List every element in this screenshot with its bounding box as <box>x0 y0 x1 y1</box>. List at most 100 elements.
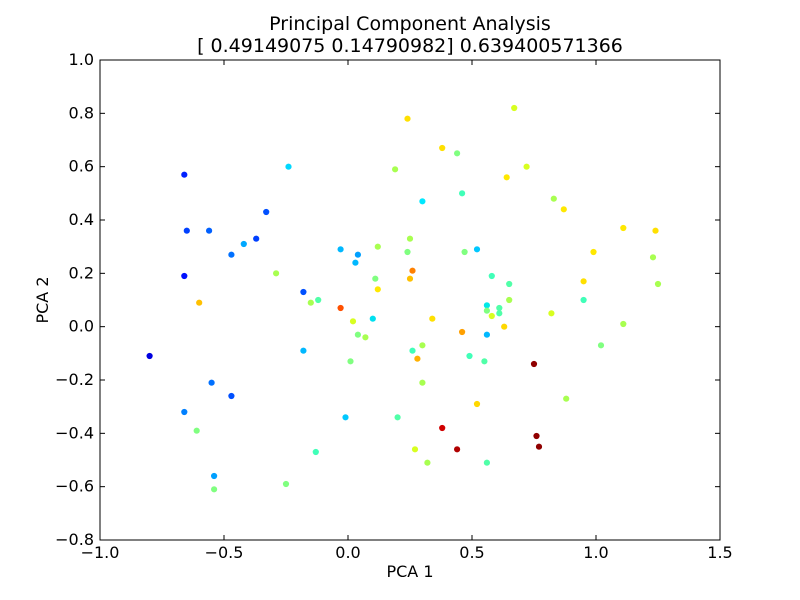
data-point-2 <box>183 227 190 234</box>
data-point-5 <box>228 251 235 258</box>
data-points <box>146 104 662 493</box>
data-point-89 <box>620 320 627 328</box>
data-point-35 <box>347 358 354 365</box>
data-point-44 <box>419 198 426 205</box>
data-point-10 <box>273 270 280 277</box>
data-point-73 <box>506 296 513 304</box>
data-point-67 <box>488 272 495 280</box>
data-point-27 <box>337 304 344 312</box>
data-point-90 <box>649 254 657 261</box>
data-point-21 <box>282 480 290 488</box>
data-point-24 <box>337 246 344 253</box>
data-point-11 <box>300 288 307 296</box>
data-point-36 <box>342 414 349 421</box>
chart-subtitle: [ 0.49149075 0.14790982] 0.639400571366 <box>197 35 623 57</box>
data-point-25 <box>352 259 359 266</box>
data-point-55 <box>459 328 466 336</box>
x-axis-label: PCA 1 <box>386 562 433 581</box>
data-point-52 <box>459 190 466 197</box>
data-point-77 <box>530 360 538 368</box>
data-point-59 <box>454 446 461 453</box>
data-point-17 <box>181 408 188 416</box>
y-tick-label-4: 0.0 <box>69 317 94 336</box>
y-tick-label-0: −0.8 <box>55 530 94 549</box>
data-point-76 <box>523 163 530 170</box>
data-point-34 <box>374 243 381 250</box>
data-point-19 <box>211 472 218 480</box>
data-point-86 <box>590 248 597 256</box>
data-point-88 <box>620 224 627 232</box>
data-point-60 <box>411 446 419 453</box>
data-point-50 <box>439 144 446 152</box>
data-point-57 <box>473 400 481 408</box>
data-point-69 <box>496 310 503 317</box>
y-tick-label-9: 1.0 <box>69 50 94 69</box>
data-point-16 <box>228 392 235 400</box>
data-point-79 <box>535 443 543 450</box>
data-point-78 <box>533 432 540 440</box>
data-point-26 <box>354 251 362 258</box>
y-tick-label-7: 0.6 <box>69 157 94 176</box>
plot-area-background <box>100 60 720 540</box>
y-tick-label-1: −0.6 <box>55 477 94 496</box>
data-point-74 <box>503 174 510 181</box>
data-point-68 <box>496 304 503 312</box>
data-point-91 <box>652 227 659 234</box>
data-point-31 <box>369 315 376 322</box>
y-axis-label: PCA 2 <box>33 276 52 323</box>
data-point-32 <box>374 286 381 293</box>
data-point-83 <box>563 395 570 402</box>
data-point-82 <box>548 310 555 317</box>
data-point-87 <box>597 342 605 349</box>
data-point-33 <box>372 275 379 282</box>
data-point-18 <box>193 427 200 434</box>
x-tick-label-2: 0.0 <box>335 543 360 562</box>
data-point-62 <box>483 459 491 466</box>
x-tick-label-3: 0.5 <box>459 543 484 562</box>
data-point-49 <box>419 379 426 386</box>
x-tick-label-4: 1.0 <box>583 543 608 562</box>
x-tick-label-0: −1.0 <box>81 543 120 562</box>
data-point-39 <box>404 115 411 122</box>
plot-frame <box>99 59 721 541</box>
data-point-51 <box>454 150 461 157</box>
data-point-28 <box>349 318 357 325</box>
data-point-40 <box>404 248 411 256</box>
data-point-63 <box>481 358 488 365</box>
data-point-75 <box>511 104 518 112</box>
data-point-46 <box>419 342 426 349</box>
data-point-38 <box>392 166 399 173</box>
data-point-85 <box>580 296 587 304</box>
data-point-6 <box>240 240 247 248</box>
data-point-53 <box>461 248 468 256</box>
data-point-47 <box>409 347 416 354</box>
data-point-70 <box>501 323 508 330</box>
data-point-42 <box>409 267 416 274</box>
data-point-64 <box>483 302 491 309</box>
y-tick-label-8: 0.8 <box>69 103 94 122</box>
data-point-7 <box>253 235 260 242</box>
data-point-22 <box>300 347 307 354</box>
data-point-80 <box>550 195 557 202</box>
x-tick-label-5: 1.5 <box>707 543 732 562</box>
y-tick-label-3: −0.2 <box>55 370 94 389</box>
data-point-45 <box>429 315 436 322</box>
data-point-12 <box>307 299 314 306</box>
data-point-56 <box>466 352 473 360</box>
data-point-71 <box>483 331 491 338</box>
data-point-14 <box>196 299 203 306</box>
data-point-23 <box>312 448 319 456</box>
data-point-13 <box>315 296 322 304</box>
data-point-48 <box>414 355 421 362</box>
data-point-30 <box>362 334 369 341</box>
data-point-4 <box>206 227 213 234</box>
data-point-20 <box>211 486 218 493</box>
y-tick-label-6: 0.4 <box>69 210 94 229</box>
data-point-8 <box>263 208 270 216</box>
data-point-0 <box>146 352 153 360</box>
data-point-58 <box>439 424 446 432</box>
data-point-3 <box>181 272 188 280</box>
data-point-92 <box>654 280 662 288</box>
data-point-61 <box>424 459 431 466</box>
